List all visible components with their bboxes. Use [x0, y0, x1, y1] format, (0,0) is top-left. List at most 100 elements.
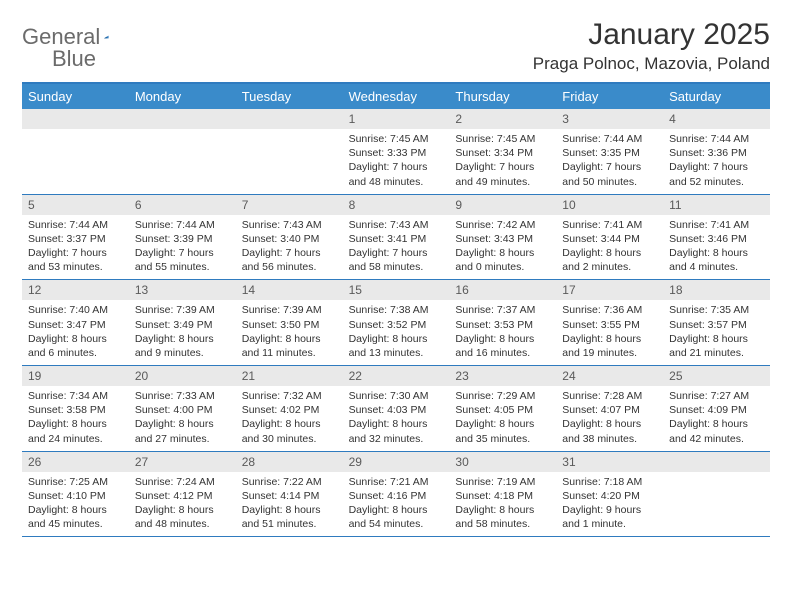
daylight-text: Daylight: 8 hours: [28, 332, 123, 346]
day-header: Thursday: [449, 84, 556, 109]
sunrise-text: Sunrise: 7:44 AM: [135, 218, 230, 232]
daylight-text: Daylight: 8 hours: [455, 246, 550, 260]
daylight-text: and 58 minutes.: [455, 517, 550, 531]
sunrise-text: Sunrise: 7:43 AM: [349, 218, 444, 232]
day-number: 16: [449, 280, 556, 300]
day-cell: [236, 109, 343, 194]
day-cell: 6Sunrise: 7:44 AMSunset: 3:39 PMDaylight…: [129, 195, 236, 280]
sunset-text: Sunset: 3:46 PM: [669, 232, 764, 246]
sunset-text: Sunset: 4:03 PM: [349, 403, 444, 417]
daylight-text: Daylight: 8 hours: [135, 417, 230, 431]
day-number: 30: [449, 452, 556, 472]
sunset-text: Sunset: 4:09 PM: [669, 403, 764, 417]
daylight-text: and 21 minutes.: [669, 346, 764, 360]
day-body: Sunrise: 7:25 AMSunset: 4:10 PMDaylight:…: [22, 472, 129, 537]
daylight-text: Daylight: 8 hours: [242, 417, 337, 431]
sunrise-text: Sunrise: 7:42 AM: [455, 218, 550, 232]
day-body: Sunrise: 7:29 AMSunset: 4:05 PMDaylight:…: [449, 386, 556, 451]
sunrise-text: Sunrise: 7:45 AM: [349, 132, 444, 146]
daylight-text: and 42 minutes.: [669, 432, 764, 446]
day-cell: 3Sunrise: 7:44 AMSunset: 3:35 PMDaylight…: [556, 109, 663, 194]
sunrise-text: Sunrise: 7:44 AM: [562, 132, 657, 146]
day-header: Tuesday: [236, 84, 343, 109]
daylight-text: Daylight: 7 hours: [242, 246, 337, 260]
day-body: [22, 129, 129, 137]
sunrise-text: Sunrise: 7:19 AM: [455, 475, 550, 489]
week-row: 19Sunrise: 7:34 AMSunset: 3:58 PMDayligh…: [22, 366, 770, 452]
day-body: Sunrise: 7:22 AMSunset: 4:14 PMDaylight:…: [236, 472, 343, 537]
sunset-text: Sunset: 3:37 PM: [28, 232, 123, 246]
sunrise-text: Sunrise: 7:45 AM: [455, 132, 550, 146]
day-body: Sunrise: 7:45 AMSunset: 3:33 PMDaylight:…: [343, 129, 450, 194]
sunset-text: Sunset: 3:40 PM: [242, 232, 337, 246]
day-cell: 13Sunrise: 7:39 AMSunset: 3:49 PMDayligh…: [129, 280, 236, 365]
sunrise-text: Sunrise: 7:44 AM: [28, 218, 123, 232]
day-cell: 4Sunrise: 7:44 AMSunset: 3:36 PMDaylight…: [663, 109, 770, 194]
day-number: 12: [22, 280, 129, 300]
daylight-text: and 2 minutes.: [562, 260, 657, 274]
day-body: [236, 129, 343, 137]
sunset-text: Sunset: 3:34 PM: [455, 146, 550, 160]
sunset-text: Sunset: 4:07 PM: [562, 403, 657, 417]
sunrise-text: Sunrise: 7:21 AM: [349, 475, 444, 489]
day-body: Sunrise: 7:21 AMSunset: 4:16 PMDaylight:…: [343, 472, 450, 537]
day-cell: 11Sunrise: 7:41 AMSunset: 3:46 PMDayligh…: [663, 195, 770, 280]
day-cell: 2Sunrise: 7:45 AMSunset: 3:34 PMDaylight…: [449, 109, 556, 194]
sunrise-text: Sunrise: 7:37 AM: [455, 303, 550, 317]
day-cell: 16Sunrise: 7:37 AMSunset: 3:53 PMDayligh…: [449, 280, 556, 365]
week-row: 12Sunrise: 7:40 AMSunset: 3:47 PMDayligh…: [22, 280, 770, 366]
day-body: Sunrise: 7:44 AMSunset: 3:39 PMDaylight:…: [129, 215, 236, 280]
day-number: 3: [556, 109, 663, 129]
daylight-text: Daylight: 7 hours: [455, 160, 550, 174]
daylight-text: Daylight: 8 hours: [562, 417, 657, 431]
daylight-text: Daylight: 8 hours: [562, 332, 657, 346]
day-cell: 29Sunrise: 7:21 AMSunset: 4:16 PMDayligh…: [343, 452, 450, 537]
day-body: Sunrise: 7:39 AMSunset: 3:49 PMDaylight:…: [129, 300, 236, 365]
day-number: 9: [449, 195, 556, 215]
day-number: 15: [343, 280, 450, 300]
day-number: 24: [556, 366, 663, 386]
sunset-text: Sunset: 3:36 PM: [669, 146, 764, 160]
day-cell: 7Sunrise: 7:43 AMSunset: 3:40 PMDaylight…: [236, 195, 343, 280]
day-header: Sunday: [22, 84, 129, 109]
day-number: 8: [343, 195, 450, 215]
sunset-text: Sunset: 4:20 PM: [562, 489, 657, 503]
day-body: Sunrise: 7:39 AMSunset: 3:50 PMDaylight:…: [236, 300, 343, 365]
day-number: 13: [129, 280, 236, 300]
day-cell: 15Sunrise: 7:38 AMSunset: 3:52 PMDayligh…: [343, 280, 450, 365]
day-number: [22, 109, 129, 129]
day-cell: 25Sunrise: 7:27 AMSunset: 4:09 PMDayligh…: [663, 366, 770, 451]
week-row: 1Sunrise: 7:45 AMSunset: 3:33 PMDaylight…: [22, 109, 770, 195]
sunrise-text: Sunrise: 7:39 AM: [242, 303, 337, 317]
sunrise-text: Sunrise: 7:41 AM: [669, 218, 764, 232]
day-number: 31: [556, 452, 663, 472]
daylight-text: Daylight: 7 hours: [349, 160, 444, 174]
location-subtitle: Praga Polnoc, Mazovia, Poland: [533, 54, 770, 74]
day-body: [663, 472, 770, 480]
day-body: Sunrise: 7:43 AMSunset: 3:41 PMDaylight:…: [343, 215, 450, 280]
daylight-text: Daylight: 8 hours: [349, 417, 444, 431]
daylight-text: Daylight: 7 hours: [135, 246, 230, 260]
daylight-text: and 53 minutes.: [28, 260, 123, 274]
day-cell: 21Sunrise: 7:32 AMSunset: 4:02 PMDayligh…: [236, 366, 343, 451]
day-cell: 1Sunrise: 7:45 AMSunset: 3:33 PMDaylight…: [343, 109, 450, 194]
day-cell: 20Sunrise: 7:33 AMSunset: 4:00 PMDayligh…: [129, 366, 236, 451]
day-cell: 12Sunrise: 7:40 AMSunset: 3:47 PMDayligh…: [22, 280, 129, 365]
sunset-text: Sunset: 4:16 PM: [349, 489, 444, 503]
day-number: 1: [343, 109, 450, 129]
sunset-text: Sunset: 3:53 PM: [455, 318, 550, 332]
day-number: 14: [236, 280, 343, 300]
daylight-text: and 56 minutes.: [242, 260, 337, 274]
sunset-text: Sunset: 3:52 PM: [349, 318, 444, 332]
daylight-text: Daylight: 7 hours: [669, 160, 764, 174]
day-number: [663, 452, 770, 472]
sunset-text: Sunset: 4:00 PM: [135, 403, 230, 417]
daylight-text: and 58 minutes.: [349, 260, 444, 274]
day-number: 5: [22, 195, 129, 215]
daylight-text: and 35 minutes.: [455, 432, 550, 446]
daylight-text: Daylight: 8 hours: [349, 332, 444, 346]
day-cell: 27Sunrise: 7:24 AMSunset: 4:12 PMDayligh…: [129, 452, 236, 537]
day-body: Sunrise: 7:34 AMSunset: 3:58 PMDaylight:…: [22, 386, 129, 451]
day-cell: 8Sunrise: 7:43 AMSunset: 3:41 PMDaylight…: [343, 195, 450, 280]
daylight-text: and 11 minutes.: [242, 346, 337, 360]
